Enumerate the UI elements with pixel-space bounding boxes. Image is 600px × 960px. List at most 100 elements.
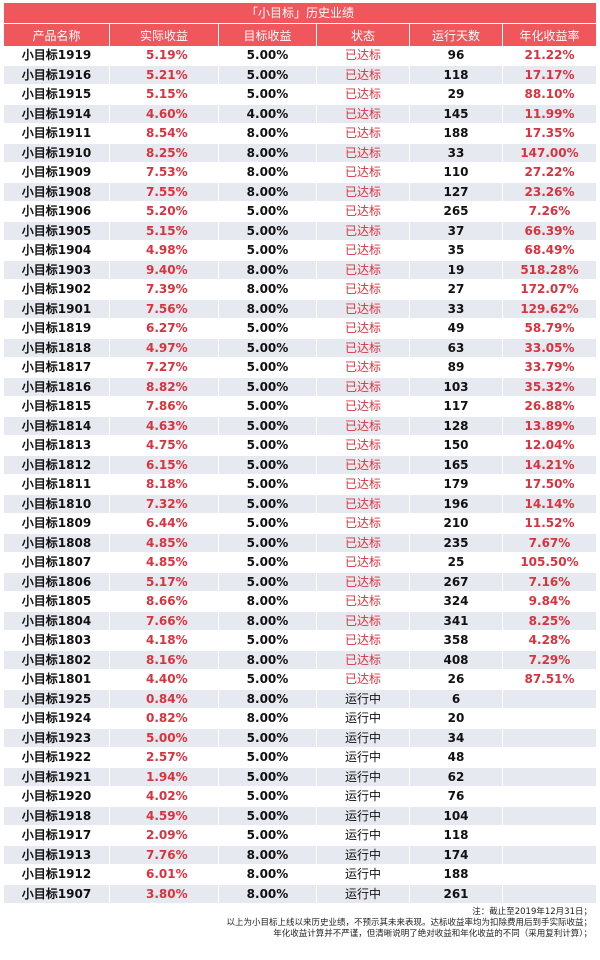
target-return-cell: 5.00% [218, 358, 316, 378]
status-cell: 运行中 [316, 865, 409, 885]
annualized-return-cell: 7.29% [502, 650, 596, 670]
annualized-return-cell: 8.25% [502, 611, 596, 631]
actual-return-cell: 8.25% [109, 143, 218, 163]
status-cell: 已达标 [316, 143, 409, 163]
target-return-cell: 5.00% [218, 475, 316, 495]
status-cell: 已达标 [316, 221, 409, 241]
status-cell: 已达标 [316, 280, 409, 300]
run-days-cell: 104 [409, 806, 502, 826]
run-days-cell: 19 [409, 260, 502, 280]
table-row: 小目标1913 7.76% 8.00% 运行中 174 [4, 845, 596, 865]
actual-return-cell: 7.55% [109, 182, 218, 202]
actual-return-cell: 7.66% [109, 611, 218, 631]
table-row: 小目标1819 6.27% 5.00% 已达标 49 58.79% [4, 319, 596, 339]
annualized-return-cell: 58.79% [502, 319, 596, 339]
actual-return-cell: 7.86% [109, 397, 218, 417]
actual-return-cell: 5.15% [109, 85, 218, 105]
target-return-cell: 5.00% [218, 455, 316, 475]
target-return-cell: 5.00% [218, 728, 316, 748]
table-row: 小目标1918 4.59% 5.00% 运行中 104 [4, 806, 596, 826]
actual-return-cell: 1.94% [109, 767, 218, 787]
target-return-cell: 5.00% [218, 319, 316, 339]
run-days-cell: 62 [409, 767, 502, 787]
table-row: 小目标1805 8.66% 8.00% 已达标 324 9.84% [4, 592, 596, 612]
actual-return-cell: 8.66% [109, 592, 218, 612]
status-cell: 运行中 [316, 767, 409, 787]
table-row: 小目标1923 5.00% 5.00% 运行中 34 [4, 728, 596, 748]
status-cell: 已达标 [316, 46, 409, 66]
actual-return-cell: 4.63% [109, 416, 218, 436]
header-row: 产品名称 实际收益 目标收益 状态 运行天数 年化收益率 [4, 23, 596, 46]
header-status: 状态 [316, 23, 409, 46]
run-days-cell: 110 [409, 163, 502, 183]
status-cell: 已达标 [316, 163, 409, 183]
product-name-cell: 小目标1920 [4, 787, 109, 807]
run-days-cell: 103 [409, 377, 502, 397]
product-name-cell: 小目标1818 [4, 338, 109, 358]
run-days-cell: 128 [409, 416, 502, 436]
footnote-disclaimer: 以上为小目标上线以来历史业绩，不预示其未来表现。达标收益率均为扣除费用后到手实际… [226, 918, 592, 928]
annualized-return-cell: 17.35% [502, 124, 596, 144]
target-return-cell: 8.00% [218, 865, 316, 885]
product-name-cell: 小目标1924 [4, 709, 109, 729]
target-return-cell: 8.00% [218, 689, 316, 709]
table-row: 小目标1925 0.84% 8.00% 运行中 6 [4, 689, 596, 709]
table-row: 小目标1909 7.53% 8.00% 已达标 110 27.22% [4, 163, 596, 183]
product-name-cell: 小目标1907 [4, 884, 109, 904]
actual-return-cell: 2.09% [109, 826, 218, 846]
run-days-cell: 26 [409, 670, 502, 690]
table-row: 小目标1812 6.15% 5.00% 已达标 165 14.21% [4, 455, 596, 475]
status-cell: 已达标 [316, 650, 409, 670]
actual-return-cell: 7.53% [109, 163, 218, 183]
run-days-cell: 63 [409, 338, 502, 358]
product-name-cell: 小目标1814 [4, 416, 109, 436]
annualized-return-cell: 33.79% [502, 358, 596, 378]
annualized-return-cell: 87.51% [502, 670, 596, 690]
actual-return-cell: 7.56% [109, 299, 218, 319]
product-name-cell: 小目标1808 [4, 533, 109, 553]
actual-return-cell: 8.82% [109, 377, 218, 397]
status-cell: 已达标 [316, 358, 409, 378]
actual-return-cell: 8.16% [109, 650, 218, 670]
table-row: 小目标1917 2.09% 5.00% 运行中 118 [4, 826, 596, 846]
table-row: 小目标1916 5.21% 5.00% 已达标 118 17.17% [4, 65, 596, 85]
target-return-cell: 5.00% [218, 377, 316, 397]
target-return-cell: 5.00% [218, 826, 316, 846]
status-cell: 已达标 [316, 104, 409, 124]
product-name-cell: 小目标1819 [4, 319, 109, 339]
run-days-cell: 89 [409, 358, 502, 378]
footnotes: 注：截止至2019年12月31日； 以上为小目标上线以来历史业绩，不预示其未来表… [4, 904, 596, 940]
annualized-return-cell: 33.05% [502, 338, 596, 358]
actual-return-cell: 7.32% [109, 494, 218, 514]
footnote-date: 注：截止至2019年12月31日； [472, 907, 592, 917]
target-return-cell: 5.00% [218, 670, 316, 690]
annualized-return-cell: 9.84% [502, 592, 596, 612]
annualized-return-cell: 68.49% [502, 241, 596, 261]
target-return-cell: 8.00% [218, 299, 316, 319]
table-row: 小目标1908 7.55% 8.00% 已达标 127 23.26% [4, 182, 596, 202]
run-days-cell: 210 [409, 514, 502, 534]
status-cell: 已达标 [316, 475, 409, 495]
header-run-days: 运行天数 [409, 23, 502, 46]
table-row: 小目标1809 6.44% 5.00% 已达标 210 11.52% [4, 514, 596, 534]
status-cell: 已达标 [316, 572, 409, 592]
status-cell: 已达标 [316, 299, 409, 319]
target-return-cell: 5.00% [218, 494, 316, 514]
target-return-cell: 5.00% [218, 85, 316, 105]
actual-return-cell: 4.60% [109, 104, 218, 124]
table-row: 小目标1906 5.20% 5.00% 已达标 265 7.26% [4, 202, 596, 222]
annualized-return-cell: 147.00% [502, 143, 596, 163]
actual-return-cell: 4.02% [109, 787, 218, 807]
table-row: 小目标1922 2.57% 5.00% 运行中 48 [4, 748, 596, 768]
target-return-cell: 8.00% [218, 260, 316, 280]
annualized-return-cell: 11.52% [502, 514, 596, 534]
actual-return-cell: 9.40% [109, 260, 218, 280]
product-name-cell: 小目标1815 [4, 397, 109, 417]
product-name-cell: 小目标1807 [4, 553, 109, 573]
status-cell: 已达标 [316, 631, 409, 651]
performance-table: 产品名称 实际收益 目标收益 状态 运行天数 年化收益率 小目标1919 5.19… [4, 23, 596, 904]
run-days-cell: 76 [409, 787, 502, 807]
table-row: 小目标1904 4.98% 5.00% 已达标 35 68.49% [4, 241, 596, 261]
status-cell: 运行中 [316, 826, 409, 846]
run-days-cell: 324 [409, 592, 502, 612]
